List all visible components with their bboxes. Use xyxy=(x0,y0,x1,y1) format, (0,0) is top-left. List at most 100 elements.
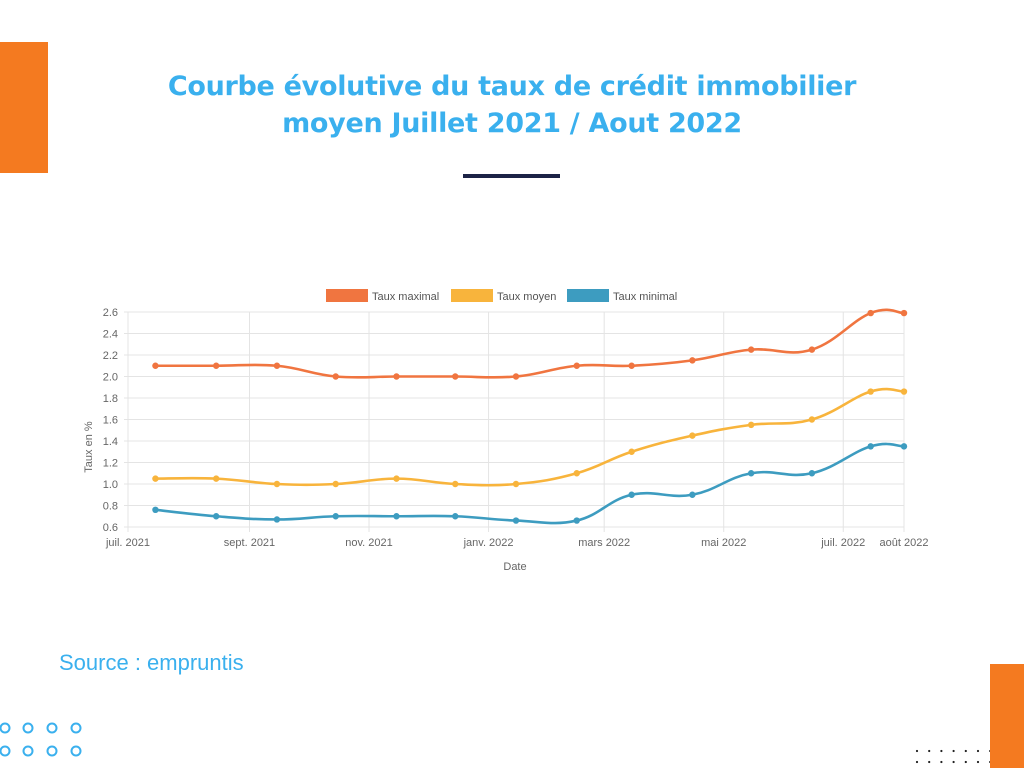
data-point xyxy=(212,513,220,520)
data-point xyxy=(808,470,816,477)
legend-label: Taux minimal xyxy=(613,291,677,303)
chart-grid xyxy=(124,311,905,532)
slide-title: Courbe évolutive du taux de crédit immob… xyxy=(100,68,924,142)
x-tick-label: juil. 2021 xyxy=(105,537,150,549)
data-point xyxy=(512,480,520,488)
data-point xyxy=(689,432,696,439)
data-point xyxy=(332,513,339,520)
data-point xyxy=(393,513,400,520)
legend-swatch xyxy=(451,289,493,302)
series-line xyxy=(155,387,905,487)
data-point xyxy=(152,506,159,513)
data-point xyxy=(628,448,635,455)
title-line-1: Courbe évolutive du taux de crédit immob… xyxy=(167,71,857,102)
x-tick-label: mai 2022 xyxy=(701,537,746,549)
data-point xyxy=(152,475,159,482)
data-point xyxy=(152,362,159,369)
line-chart: Taux maximal Taux moyen Taux minimal 0.60.… xyxy=(83,289,928,573)
dot xyxy=(940,760,943,764)
data-point xyxy=(273,516,281,523)
y-tick-label: 1.2 xyxy=(103,458,118,470)
series-taux-maximal xyxy=(152,308,908,380)
dot xyxy=(915,760,919,764)
y-tick-label: 2.2 xyxy=(103,350,118,362)
data-point xyxy=(573,517,580,524)
y-tick-label: 1.4 xyxy=(103,436,118,448)
y-axis-label: Taux en % xyxy=(83,421,95,473)
data-point xyxy=(512,517,520,524)
data-point xyxy=(689,357,696,364)
data-point xyxy=(212,475,220,482)
dot xyxy=(952,760,955,764)
data-point xyxy=(867,388,874,395)
title-underline xyxy=(463,174,560,178)
series-line xyxy=(155,442,905,525)
chart-container: Taux maximal Taux moyen Taux minimal 0.6 0.… xyxy=(70,280,950,580)
legend-label: Taux maximal xyxy=(372,291,439,303)
dot xyxy=(964,749,967,753)
dot xyxy=(928,760,931,764)
legend-label: Taux moyen xyxy=(497,291,556,303)
dot xyxy=(940,749,943,753)
data-point xyxy=(867,443,874,450)
data-point xyxy=(452,373,459,380)
accent-bar-right xyxy=(990,664,1024,768)
data-point xyxy=(628,362,635,369)
chart-legend: Taux maximal Taux moyen Taux minimal xyxy=(326,289,677,303)
data-point xyxy=(393,373,400,380)
x-tick-label: juil. 2022 xyxy=(820,537,865,549)
data-point xyxy=(900,388,908,395)
data-point xyxy=(628,491,635,498)
data-point xyxy=(867,309,874,317)
dot xyxy=(976,760,980,764)
dot xyxy=(976,749,980,753)
data-point xyxy=(689,491,696,498)
series-taux-minimal xyxy=(152,442,908,525)
data-point xyxy=(273,480,281,488)
data-point xyxy=(747,421,755,429)
dot xyxy=(964,760,967,764)
y-tick-label: 0.8 xyxy=(103,501,118,513)
dot xyxy=(952,749,955,753)
data-point xyxy=(452,480,459,488)
y-tick-label: 2.0 xyxy=(103,372,118,384)
y-tick-label: 1.8 xyxy=(103,393,118,405)
title-line-2: moyen Juillet 2021 / Aout 2022 xyxy=(282,108,742,139)
decorative-circles xyxy=(0,722,82,757)
y-tick-label: 1.0 xyxy=(103,479,118,491)
data-point xyxy=(900,443,908,450)
y-tick-label: 0.6 xyxy=(103,522,118,534)
y-tick-label: 1.6 xyxy=(103,415,118,427)
y-tick-label: 2.6 xyxy=(103,307,118,319)
data-point xyxy=(747,346,755,353)
data-point xyxy=(808,416,816,423)
source-note: Source : empruntis xyxy=(59,650,244,675)
x-tick-label: janv. 2022 xyxy=(463,537,514,549)
data-point xyxy=(573,470,580,477)
data-point xyxy=(273,362,281,369)
dot xyxy=(928,749,931,753)
chart-series xyxy=(152,308,908,525)
data-point xyxy=(393,475,400,482)
series-taux-moyen xyxy=(152,387,908,488)
x-axis-ticks: juil. 2021 sept. 2021 nov. 2021 janv. 2022 m… xyxy=(105,537,928,549)
accent-bar-left xyxy=(0,42,48,173)
series-line xyxy=(155,308,905,379)
data-point xyxy=(900,309,908,317)
legend-swatch xyxy=(326,289,368,302)
x-tick-label: nov. 2021 xyxy=(345,537,393,549)
y-axis-ticks: 0.6 0.8 1.0 1.2 1.4 1.6 1.8 2.0 2.2 2.4 2.6 xyxy=(103,307,118,534)
y-tick-label: 2.4 xyxy=(103,329,118,341)
data-point xyxy=(332,373,339,380)
data-point xyxy=(512,373,520,380)
x-axis-label: Date xyxy=(503,561,526,573)
data-point xyxy=(808,346,816,353)
data-point xyxy=(452,513,459,520)
dot xyxy=(915,749,919,753)
legend-swatch xyxy=(567,289,609,302)
data-point xyxy=(332,480,339,488)
data-point xyxy=(747,470,755,477)
data-point xyxy=(212,362,220,369)
x-tick-label: août 2022 xyxy=(880,537,929,549)
x-tick-label: mars 2022 xyxy=(578,537,630,549)
